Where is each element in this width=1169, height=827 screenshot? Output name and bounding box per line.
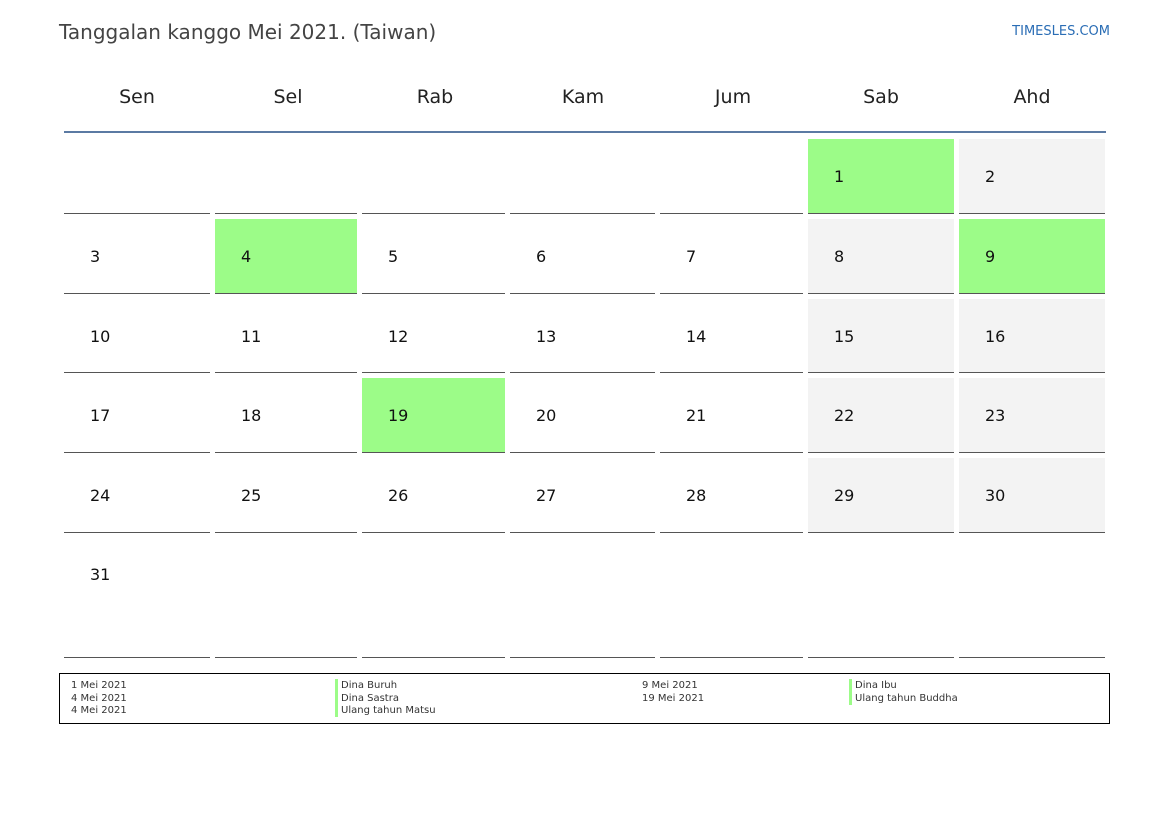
day-number: 5 xyxy=(388,247,399,266)
day-number: 13 xyxy=(536,327,557,346)
brand-link[interactable]: TIMESLES.COM xyxy=(1012,24,1110,39)
day-cell-10[interactable]: 10 xyxy=(64,299,210,373)
day-number: 26 xyxy=(388,486,409,505)
day-cell-9[interactable]: 9 xyxy=(959,219,1105,294)
day-cell-11[interactable]: 11 xyxy=(215,299,357,373)
day-cell-30[interactable]: 30 xyxy=(959,458,1105,533)
day-cell-28[interactable]: 28 xyxy=(660,458,803,533)
empty-cell xyxy=(362,538,505,658)
day-cell-25[interactable]: 25 xyxy=(215,458,357,533)
day-number: 12 xyxy=(388,327,409,346)
day-number: 3 xyxy=(90,247,101,266)
day-number: 29 xyxy=(834,486,855,505)
day-number: 31 xyxy=(90,565,111,584)
day-number: 4 xyxy=(241,247,252,266)
day-number: 7 xyxy=(686,247,697,266)
header-divider xyxy=(64,131,1106,133)
weekday-wed: Rab xyxy=(416,86,454,108)
day-number: 11 xyxy=(241,327,262,346)
empty-cell xyxy=(959,538,1105,658)
day-number: 2 xyxy=(985,167,996,186)
day-cell-23[interactable]: 23 xyxy=(959,378,1105,453)
day-number: 24 xyxy=(90,486,111,505)
day-cell-26[interactable]: 26 xyxy=(362,458,505,533)
empty-cell xyxy=(510,139,655,214)
day-cell-12[interactable]: 12 xyxy=(362,299,505,373)
day-number: 10 xyxy=(90,327,111,346)
day-number: 21 xyxy=(686,406,707,425)
day-number: 25 xyxy=(241,486,262,505)
day-number: 23 xyxy=(985,406,1006,425)
day-number: 19 xyxy=(388,406,409,425)
day-cell-24[interactable]: 24 xyxy=(64,458,210,533)
day-number: 1 xyxy=(834,167,845,186)
day-cell-21[interactable]: 21 xyxy=(660,378,803,453)
day-cell-5[interactable]: 5 xyxy=(362,219,505,294)
day-cell-31[interactable]: 31 xyxy=(64,538,210,658)
empty-cell xyxy=(808,538,954,658)
legend-date: 4 Mei 2021 xyxy=(71,693,127,704)
legend-holiday-name: Dina Buruh xyxy=(335,679,397,692)
day-cell-7[interactable]: 7 xyxy=(660,219,803,294)
empty-cell xyxy=(510,538,655,658)
day-cell-17[interactable]: 17 xyxy=(64,378,210,453)
empty-cell xyxy=(64,139,210,214)
empty-cell xyxy=(660,139,803,214)
legend-holiday-name: Ulang tahun Buddha xyxy=(849,692,958,705)
day-cell-20[interactable]: 20 xyxy=(510,378,655,453)
day-cell-1[interactable]: 1 xyxy=(808,139,954,214)
day-cell-3[interactable]: 3 xyxy=(64,219,210,294)
empty-cell xyxy=(362,139,505,214)
weekday-header: Sen Sel Rab Kam Jum Sab Ahd xyxy=(64,86,1106,116)
legend-date: 19 Mei 2021 xyxy=(642,693,705,704)
day-number: 18 xyxy=(241,406,262,425)
day-cell-6[interactable]: 6 xyxy=(510,219,655,294)
day-cell-27[interactable]: 27 xyxy=(510,458,655,533)
day-cell-4[interactable]: 4 xyxy=(215,219,357,294)
day-cell-13[interactable]: 13 xyxy=(510,299,655,373)
day-number: 17 xyxy=(90,406,111,425)
legend-holiday-name: Ulang tahun Matsu xyxy=(335,704,436,717)
legend-holiday-name: Dina Ibu xyxy=(849,679,897,692)
weekday-fri: Jum xyxy=(714,86,752,108)
day-number: 30 xyxy=(985,486,1006,505)
day-number: 14 xyxy=(686,327,707,346)
day-cell-2[interactable]: 2 xyxy=(959,139,1105,214)
day-number: 28 xyxy=(686,486,707,505)
day-number: 9 xyxy=(985,247,996,266)
empty-cell xyxy=(660,538,803,658)
legend-holiday-name: Dina Sastra xyxy=(335,692,399,705)
day-cell-18[interactable]: 18 xyxy=(215,378,357,453)
weekday-sun: Ahd xyxy=(1013,86,1051,108)
weekday-sat: Sab xyxy=(863,86,899,108)
day-cell-15[interactable]: 15 xyxy=(808,299,954,373)
day-number: 20 xyxy=(536,406,557,425)
weekday-tue: Sel xyxy=(273,86,303,108)
weekday-thu: Kam xyxy=(561,86,605,108)
empty-cell xyxy=(215,139,357,214)
legend-date: 4 Mei 2021 xyxy=(71,705,127,716)
day-cell-22[interactable]: 22 xyxy=(808,378,954,453)
day-number: 6 xyxy=(536,247,547,266)
day-cell-19[interactable]: 19 xyxy=(362,378,505,453)
weekday-mon: Sen xyxy=(119,86,155,108)
day-cell-16[interactable]: 16 xyxy=(959,299,1105,373)
legend-date: 1 Mei 2021 xyxy=(71,680,127,691)
day-number: 15 xyxy=(834,327,855,346)
day-cell-8[interactable]: 8 xyxy=(808,219,954,294)
legend-date: 9 Mei 2021 xyxy=(642,680,698,691)
day-cell-29[interactable]: 29 xyxy=(808,458,954,533)
empty-cell xyxy=(215,538,357,658)
holiday-legend: 1 Mei 2021 Dina Buruh 4 Mei 2021 Dina Sa… xyxy=(59,673,1110,724)
day-number: 27 xyxy=(536,486,557,505)
day-cell-14[interactable]: 14 xyxy=(660,299,803,373)
page-title: Tanggalan kanggo Mei 2021. (Taiwan) xyxy=(59,20,437,44)
day-number: 22 xyxy=(834,406,855,425)
day-number: 8 xyxy=(834,247,845,266)
day-number: 16 xyxy=(985,327,1006,346)
